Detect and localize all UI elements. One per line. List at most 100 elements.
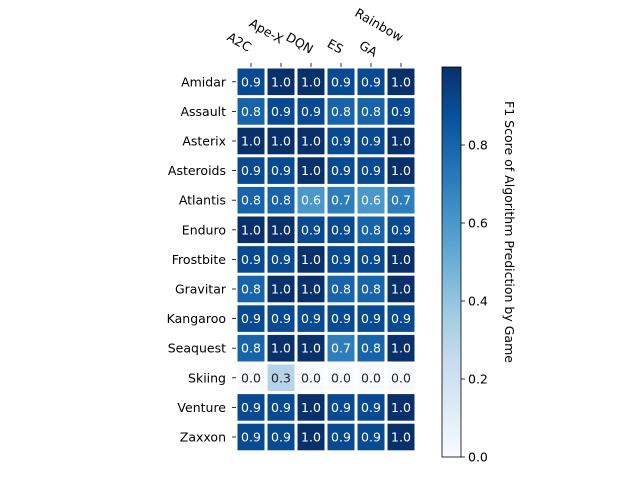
heatmap-cell bbox=[267, 305, 295, 332]
cell-value-label: 0.7 bbox=[331, 341, 351, 356]
cell-value-label: 0.9 bbox=[301, 104, 321, 119]
heatmap-cell bbox=[297, 275, 325, 303]
colorbar-tick-label: 0.2 bbox=[468, 372, 488, 387]
cell-value-label: 1.0 bbox=[241, 134, 261, 149]
heatmap-cell bbox=[327, 246, 355, 273]
heatmap-cell bbox=[297, 423, 325, 451]
column-label: Rainbow bbox=[352, 5, 406, 45]
heatmap-cell bbox=[327, 275, 355, 303]
heatmap-cell bbox=[237, 157, 265, 184]
cell-value-label: 0.9 bbox=[331, 430, 351, 445]
cell-value-label: 1.0 bbox=[391, 341, 411, 356]
cell-value-label: 0.9 bbox=[301, 222, 321, 237]
cell-value-label: 0.9 bbox=[331, 252, 351, 267]
heatmap-cell bbox=[357, 305, 385, 332]
cell-value-label: 0.8 bbox=[331, 104, 351, 119]
colorbar-tick-label: 0.6 bbox=[468, 216, 488, 231]
cell-value-label: 0.9 bbox=[361, 252, 381, 267]
heatmap-cell bbox=[267, 216, 295, 244]
heatmap-cell bbox=[297, 127, 325, 155]
heatmap-cell bbox=[357, 127, 385, 155]
cell-value-label: 1.0 bbox=[271, 74, 291, 89]
heatmap-cell bbox=[387, 127, 415, 155]
cell-value-label: 0.9 bbox=[271, 163, 291, 178]
cell-value-label: 1.0 bbox=[301, 430, 321, 445]
heatmap-cell bbox=[267, 423, 295, 451]
heatmap-cell bbox=[357, 98, 385, 125]
heatmap-cell bbox=[237, 305, 265, 332]
heatmap-cell bbox=[357, 334, 385, 362]
cell-value-label: 1.0 bbox=[391, 74, 411, 89]
heatmap-cell bbox=[237, 127, 265, 155]
cell-value-label: 1.0 bbox=[301, 134, 321, 149]
heatmap-cell bbox=[387, 275, 415, 303]
cell-value-label: 0.9 bbox=[331, 222, 351, 237]
cell-value-label: 0.0 bbox=[391, 370, 411, 385]
colorbar-tick-label: 0.0 bbox=[468, 450, 488, 465]
heatmap-cell bbox=[237, 98, 265, 125]
cell-value-label: 0.9 bbox=[271, 311, 291, 326]
heatmap-cell bbox=[327, 157, 355, 184]
heatmap-cell bbox=[327, 216, 355, 244]
row-label: Asteroids bbox=[168, 163, 226, 178]
cell-value-label: 0.9 bbox=[361, 430, 381, 445]
heatmap-cell bbox=[357, 423, 385, 451]
cell-value-label: 1.0 bbox=[391, 163, 411, 178]
heatmap-cell bbox=[267, 127, 295, 155]
heatmap-cell bbox=[387, 364, 415, 392]
row-label: Enduro bbox=[182, 222, 226, 237]
cell-value-label: 0.9 bbox=[241, 311, 261, 326]
cell-value-label: 1.0 bbox=[301, 400, 321, 415]
row-label: Seaquest bbox=[168, 341, 226, 356]
heatmap-cell bbox=[357, 246, 385, 273]
cell-value-label: 0.9 bbox=[361, 163, 381, 178]
heatmap-cell bbox=[237, 275, 265, 303]
cell-value-label: 0.0 bbox=[241, 370, 261, 385]
heatmap-cell bbox=[327, 68, 355, 96]
cell-value-label: 0.8 bbox=[331, 282, 351, 297]
cell-value-label: 0.8 bbox=[361, 104, 381, 119]
colorbar-tick-label: 0.4 bbox=[468, 294, 488, 309]
heatmap-cell bbox=[357, 275, 385, 303]
heatmap-cell bbox=[387, 98, 415, 125]
heatmap-cell bbox=[387, 216, 415, 244]
heatmap-cell bbox=[327, 423, 355, 451]
heatmap-cell bbox=[267, 275, 295, 303]
heatmap-cell bbox=[387, 423, 415, 451]
cell-value-label: 0.9 bbox=[241, 252, 261, 267]
cell-value-label: 0.8 bbox=[361, 282, 381, 297]
cell-value-label: 0.9 bbox=[331, 311, 351, 326]
cell-value-label: 0.8 bbox=[241, 193, 261, 208]
cell-value-label: 0.8 bbox=[361, 341, 381, 356]
heatmap-cell bbox=[357, 68, 385, 96]
heatmap-cell bbox=[387, 305, 415, 332]
cell-value-label: 1.0 bbox=[301, 252, 321, 267]
heatmap-cell bbox=[297, 364, 325, 392]
heatmap-cell bbox=[297, 334, 325, 362]
row-labels: Amidar Assault Asterix Asteroids Atlantis End… bbox=[167, 74, 236, 445]
heatmap-cell bbox=[387, 334, 415, 362]
cell-value-label: 0.9 bbox=[361, 400, 381, 415]
heatmap-cell bbox=[297, 394, 325, 421]
row-label: Assault bbox=[180, 104, 226, 119]
heatmap-cell bbox=[387, 68, 415, 96]
heatmap-cell bbox=[237, 246, 265, 273]
column-label: ES bbox=[325, 36, 346, 57]
heatmap-cell bbox=[387, 186, 415, 214]
column-label: GA bbox=[357, 37, 381, 59]
heatmap-cell bbox=[267, 157, 295, 184]
cell-value-label: 0.6 bbox=[301, 193, 321, 208]
heatmap-cell bbox=[357, 364, 385, 392]
cell-value-label: 0.9 bbox=[331, 134, 351, 149]
heatmap-cell bbox=[327, 394, 355, 421]
cell-value-label: 0.9 bbox=[331, 400, 351, 415]
heatmap-cell bbox=[267, 98, 295, 125]
row-label: Amidar bbox=[181, 74, 227, 89]
cell-value-label: 0.7 bbox=[391, 193, 411, 208]
heatmap-cell bbox=[357, 157, 385, 184]
colorbar-label: F1 Score of Algorithm Prediction by Game bbox=[502, 101, 517, 363]
column-label: DQN bbox=[284, 29, 316, 56]
heatmap-cell bbox=[387, 246, 415, 273]
heatmap-cell bbox=[267, 394, 295, 421]
